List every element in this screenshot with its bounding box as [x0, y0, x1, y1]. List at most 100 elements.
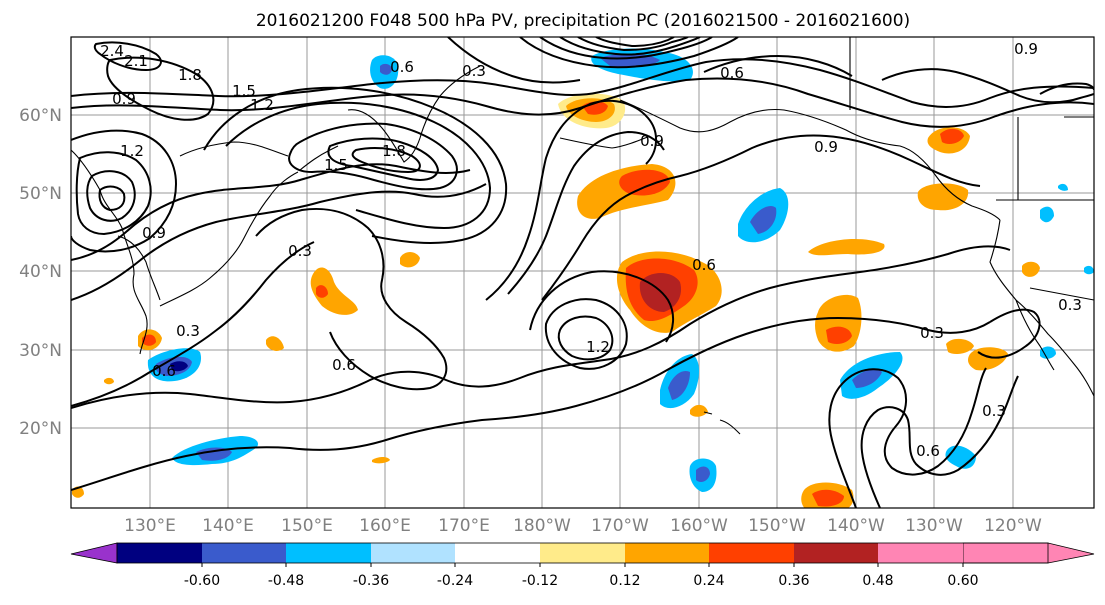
pv-contour-0.6-subtropics	[71, 245, 1011, 409]
pv-contour-0.3-arctic	[447, 37, 581, 84]
contour-label: 1.5	[232, 82, 256, 100]
lon-label-170w: 170°W	[591, 516, 649, 536]
coast-korea	[117, 235, 161, 301]
pv-contour-0.3-asia	[71, 241, 315, 407]
coast-kuriles	[299, 145, 339, 171]
colorbar-bin	[286, 543, 371, 563]
colorbar-frame	[116, 542, 1049, 564]
pv-contour-arctic-packed-5	[519, 37, 739, 69]
map-area: 2.4 2.1 1.8 1.5 1.2 0.9 0.6 0.3 1.8 1.5 …	[71, 37, 1094, 508]
contour-label: 0.9	[1014, 40, 1038, 58]
coast-kamchatka	[347, 65, 481, 163]
precip-neg-taiwan-east-max	[170, 361, 188, 372]
contour-label: 0.6	[152, 362, 176, 380]
pv-contour-1.2-kamchatka-jet	[288, 122, 458, 191]
lon-labels: 130°E 140°E 150°E 160°E 170°E 180°W 170°…	[124, 516, 1042, 536]
colorbar: -0.60 -0.48 -0.36 -0.24 -0.12 0.12 0.24 …	[70, 542, 1095, 589]
contour-label: 1.2	[250, 96, 274, 114]
contour-label: 0.6	[390, 58, 414, 76]
pv-contour-0.9-kamchatka	[225, 101, 492, 230]
precip-blob-tropics-dot-2	[104, 377, 114, 385]
precip-blob-ryukyu-core	[142, 334, 156, 346]
pv-contour-0.6-asia-trough	[71, 183, 487, 301]
pv-contour-1.5-east-asia	[75, 151, 152, 236]
contour-labels: 2.4 2.1 1.8 1.5 1.2 0.9 0.6 0.3 1.8 1.5 …	[100, 40, 1082, 460]
lon-label-120w: 120°W	[984, 516, 1042, 536]
lon-label-130w: 130°W	[905, 516, 963, 536]
lon-label-140w: 140°W	[827, 516, 885, 536]
coast-okhotsk	[179, 141, 289, 157]
pv-contour-0.3-west-pacific	[255, 208, 448, 391]
precip-blob-east-pacific-band	[808, 238, 885, 256]
lon-label-150w: 150°W	[748, 516, 806, 536]
contour-label: 0.3	[288, 242, 312, 260]
pv-contour-1.8-siberia	[106, 56, 215, 121]
pv-contours	[71, 37, 1094, 508]
pv-contour-0.3-east-trough	[977, 308, 1041, 359]
precip-neg-east-pacific-north-core	[750, 205, 777, 234]
colorbar-label: -0.48	[268, 573, 304, 589]
coastlines	[71, 37, 1094, 435]
coast-alaska	[619, 99, 1001, 221]
lat-label-40n: 40°N	[19, 262, 62, 282]
colorbar-label: -0.24	[437, 573, 473, 589]
lat-label-20n: 20°N	[19, 419, 62, 439]
pv-contour-0.3-north	[71, 58, 1094, 108]
lon-label-130e: 130°E	[124, 516, 176, 536]
coast-japan	[159, 171, 299, 307]
colorbar-label: 0.48	[862, 573, 893, 589]
lat-label-50n: 50°N	[19, 184, 62, 204]
pv-contour-0.9-alaska	[881, 68, 1094, 104]
map-frame	[70, 36, 1095, 509]
contour-label: 0.3	[1058, 296, 1082, 314]
precip-blob-east-pacific-south-core	[826, 326, 852, 344]
precip-neg-canada	[1040, 206, 1054, 223]
colorbar-bin	[202, 543, 286, 563]
colorbar-bin	[709, 543, 794, 563]
pv-contour-0.6-central-trough	[507, 130, 665, 295]
precip-neg-philippine-sea-core	[196, 447, 232, 461]
precip-blob-tropics-dot-1	[372, 457, 390, 464]
contour-label: 2.1	[124, 52, 148, 70]
pv-contour-0.3-central-trough	[485, 99, 657, 301]
precip-blob-gulf-of-alaska-east-core	[940, 128, 964, 144]
precip-neg-hawaii-south-core	[696, 466, 710, 482]
lat-label-30n: 30°N	[19, 341, 62, 361]
pv-contour-0.6-cutoff	[529, 270, 674, 343]
precip-blob-japan-east	[310, 267, 358, 315]
border-canada-provinces	[1017, 116, 1094, 200]
coast-hawaii	[703, 411, 741, 435]
colorbar-tick-labels: -0.60 -0.48 -0.36 -0.24 -0.12 0.12 0.24 …	[184, 563, 979, 589]
contour-label: 0.3	[982, 402, 1006, 420]
pv-contour-0.3-east-trough-south	[860, 375, 1019, 508]
lon-label-170e: 170°E	[438, 516, 490, 536]
precip-blob-west-pacific-tiny	[266, 336, 284, 351]
lat-labels: 20°N 30°N 40°N 50°N 60°N	[19, 106, 62, 439]
contour-label: 0.6	[692, 256, 716, 274]
colorbar-bin	[625, 543, 709, 563]
lon-label-150e: 150°E	[281, 516, 333, 536]
colorbar-label: -0.36	[353, 573, 389, 589]
pv-contour-1.2-cutoff	[557, 315, 614, 361]
contour-label: 0.9	[640, 132, 664, 150]
contour-label: 0.6	[916, 442, 940, 460]
colorbar-label: -0.60	[184, 573, 220, 589]
lon-label-140e: 140°E	[202, 516, 254, 536]
pv-contour-arctic-packed-4	[595, 37, 675, 48]
coast-east-asia	[71, 149, 148, 355]
contour-label: 1.8	[382, 142, 406, 160]
pv-contour-arctic-packed-3	[577, 37, 689, 52]
contour-label: 0.9	[814, 138, 838, 156]
lat-label-60n: 60°N	[19, 106, 62, 126]
contour-label: 1.5	[324, 156, 348, 174]
colorbar-label: 0.60	[947, 573, 978, 589]
colorbar-bin	[117, 543, 202, 563]
pv-contour-1.8-east-asia	[86, 170, 136, 222]
precip-neg-central-subtropics-core	[668, 370, 690, 400]
coast-baja	[1015, 299, 1055, 371]
contour-label: 1.2	[120, 142, 144, 160]
pv-contour-0.3-subtropics	[71, 316, 991, 491]
contour-label: 1.2	[586, 338, 610, 356]
